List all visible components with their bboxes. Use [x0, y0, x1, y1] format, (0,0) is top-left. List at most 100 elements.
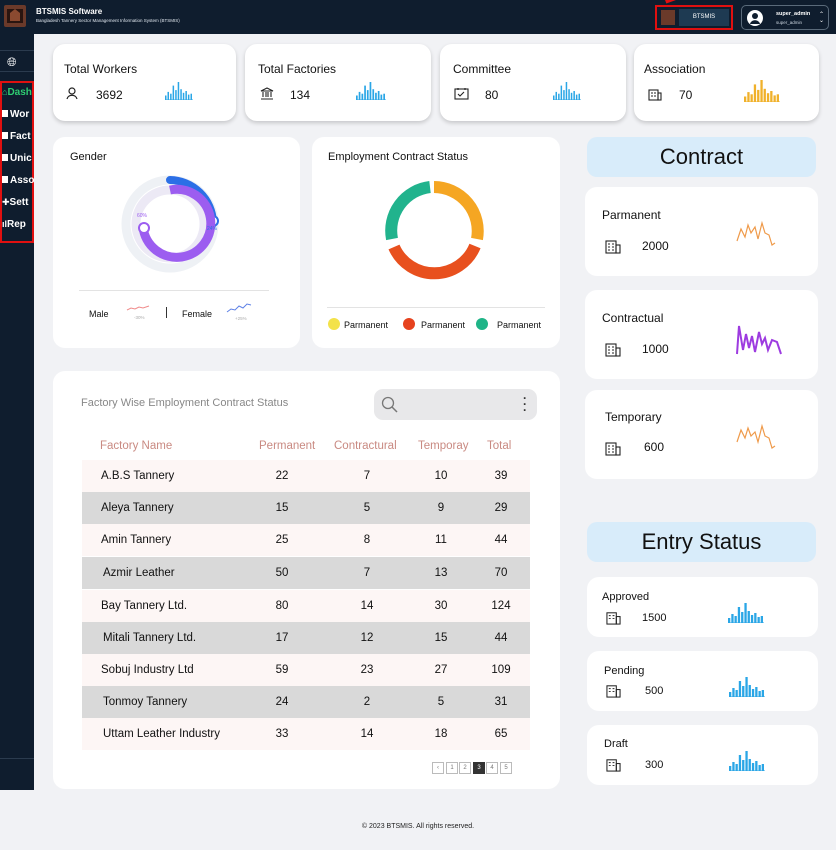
legend-label: Parmanent — [497, 320, 542, 330]
spark-bar — [565, 82, 568, 100]
spark-bar — [165, 95, 167, 100]
top-bar: BTSMIS Software Bangladesh Tannery Secto… — [0, 0, 836, 34]
sidebar-item-factories[interactable]: Fact — [2, 131, 31, 142]
table-row[interactable]: Uttam Leather Industry 33 14 18 65 — [82, 718, 530, 750]
col-header[interactable]: Factory Name — [100, 440, 173, 452]
spark-bar — [744, 603, 747, 623]
cell-number: 12 — [360, 632, 374, 644]
cell-factory-name: Aleya Tannery — [101, 502, 174, 514]
pagination-page-button[interactable]: 3 — [473, 762, 485, 774]
table-row[interactable]: A.B.S Tannery 22 7 10 39 — [82, 460, 530, 492]
entry-label: Draft — [604, 738, 628, 750]
cell-number: 18 — [434, 728, 448, 740]
pagination-page-button[interactable]: 5 — [500, 762, 512, 774]
stat-card-workers[interactable]: Total Workers 3692 — [53, 44, 236, 121]
spark-bar — [728, 618, 731, 623]
spark-bar — [356, 95, 358, 100]
spark-bar — [380, 94, 383, 100]
stat-card-association[interactable]: Association 70 — [634, 44, 819, 121]
sidebar-item-dashboard[interactable]: ⌂Dash — [2, 87, 32, 98]
pagination-page-button[interactable]: 2 — [459, 762, 471, 774]
table-row[interactable]: Bay Tannery Ltd. 80 14 30 124 — [82, 590, 530, 622]
spark-bar — [760, 616, 763, 623]
contract-card-temporary[interactable]: Temporary 600 — [585, 390, 818, 479]
entry-card-approved[interactable]: Approved 1500 — [587, 577, 818, 637]
female-label: Female — [182, 309, 213, 319]
spark-bar — [578, 93, 580, 100]
cell-number: 50 — [275, 567, 289, 579]
spark-bar — [172, 85, 175, 100]
sidebar-item-union[interactable]: Unic — [2, 153, 32, 164]
sidebar-item-association[interactable]: Asso — [2, 175, 34, 186]
stat-bar-chart — [165, 82, 193, 100]
spark-bar — [167, 91, 169, 100]
table-search-input[interactable]: · · · — [374, 389, 537, 420]
spark-bar — [383, 93, 385, 100]
cell-number: 44 — [494, 632, 508, 644]
sidebar-item-workers[interactable]: Wor — [2, 109, 29, 120]
entry-label: Pending — [604, 665, 645, 677]
building-icon — [605, 238, 621, 259]
employment-donut-chart — [385, 181, 484, 280]
legend-separator — [166, 307, 167, 318]
col-header[interactable]: Total — [487, 440, 512, 452]
pagination-page-button[interactable]: 1 — [446, 762, 458, 774]
search-icon — [381, 396, 398, 413]
table-title: Factory Wise Employment Contract Status — [81, 397, 289, 409]
spark-bar — [563, 90, 565, 100]
entry-value: 1500 — [642, 612, 667, 624]
table-row[interactable]: Sobuj Industry Ltd 59 23 27 109 — [82, 654, 530, 686]
table-row[interactable]: Aleya Tannery 15 5 9 29 — [82, 492, 530, 524]
col-header[interactable]: Temporay — [418, 440, 469, 452]
cell-number: 23 — [360, 664, 374, 676]
sidebar-globe[interactable]: 🌐︎ — [0, 50, 34, 72]
col-header[interactable]: Contractural — [334, 440, 397, 452]
contract-label: Contractual — [602, 311, 664, 325]
user-menu[interactable]: super_admin super_admin ⌃ ⌄ — [741, 5, 829, 30]
contract-trend-line — [736, 220, 776, 246]
male-trend-line — [126, 305, 150, 311]
table-row[interactable]: Amin Tannery 25 8 11 44 — [82, 524, 530, 556]
spark-bar — [747, 611, 750, 623]
cell-number: 30 — [434, 600, 448, 612]
cell-factory-name: A.B.S Tannery — [101, 470, 175, 482]
donut-segment-yellow — [433, 181, 484, 241]
spark-bar — [748, 685, 751, 697]
cell-number: 80 — [275, 600, 289, 612]
gender-card: Gender 60% 24% Male -30% Female +25% — [53, 137, 300, 348]
app-subtitle: Bangladesh Tannery Sector Management Inf… — [36, 18, 180, 23]
entry-card-pending[interactable]: Pending 500 — [587, 651, 818, 711]
contract-card-permanent[interactable]: Parmanent 2000 — [585, 187, 818, 276]
sidebar-item-label: Dash — [7, 87, 32, 98]
entry-card-draft[interactable]: Draft 300 — [587, 725, 818, 785]
sidebar-item-settings[interactable]: ✚Sett — [2, 197, 28, 208]
stat-card-factories[interactable]: Total Factories 134 — [245, 44, 431, 121]
stat-value: 80 — [485, 88, 499, 102]
footer-text: © 2023 BTSMIS. All rights reserved. — [361, 823, 475, 830]
spark-bar — [553, 95, 555, 100]
stat-card-committee[interactable]: Committee 80 — [440, 44, 626, 121]
stat-label: Total Workers — [64, 62, 138, 76]
table-row[interactable]: Tonmoy Tannery 24 2 5 31 — [82, 686, 530, 718]
table-row[interactable]: Mitali Tannery Ltd. 17 12 15 44 — [82, 622, 530, 654]
btsmis-badge[interactable]: BTSMIS — [655, 5, 733, 30]
spark-bar — [177, 82, 180, 100]
spark-bar — [372, 89, 375, 100]
sidebar-item-reports[interactable]: ılRep — [2, 219, 26, 230]
col-header[interactable]: Permanent — [259, 440, 316, 452]
stat-bar-chart — [356, 82, 386, 100]
user-name: super_admin — [776, 11, 811, 17]
table-row[interactable]: Azmir Leather 50 7 13 70 — [82, 557, 530, 589]
gender-divider — [79, 290, 269, 291]
cell-number: 22 — [275, 470, 289, 482]
pagination-prev-button[interactable]: ‹ — [432, 762, 444, 774]
spark-bar — [185, 91, 187, 100]
legend-label: Parmanent — [421, 320, 466, 330]
sidebar-divider — [0, 758, 34, 759]
pagination-page-button[interactable]: 4 — [486, 762, 498, 774]
contract-card-contractual[interactable]: Contractual 1000 — [585, 290, 818, 379]
building-icon — [606, 757, 621, 777]
contract-trend-line — [736, 423, 776, 449]
more-vertical-icon[interactable]: · · · — [523, 391, 527, 417]
entry-bar-chart — [729, 751, 765, 771]
